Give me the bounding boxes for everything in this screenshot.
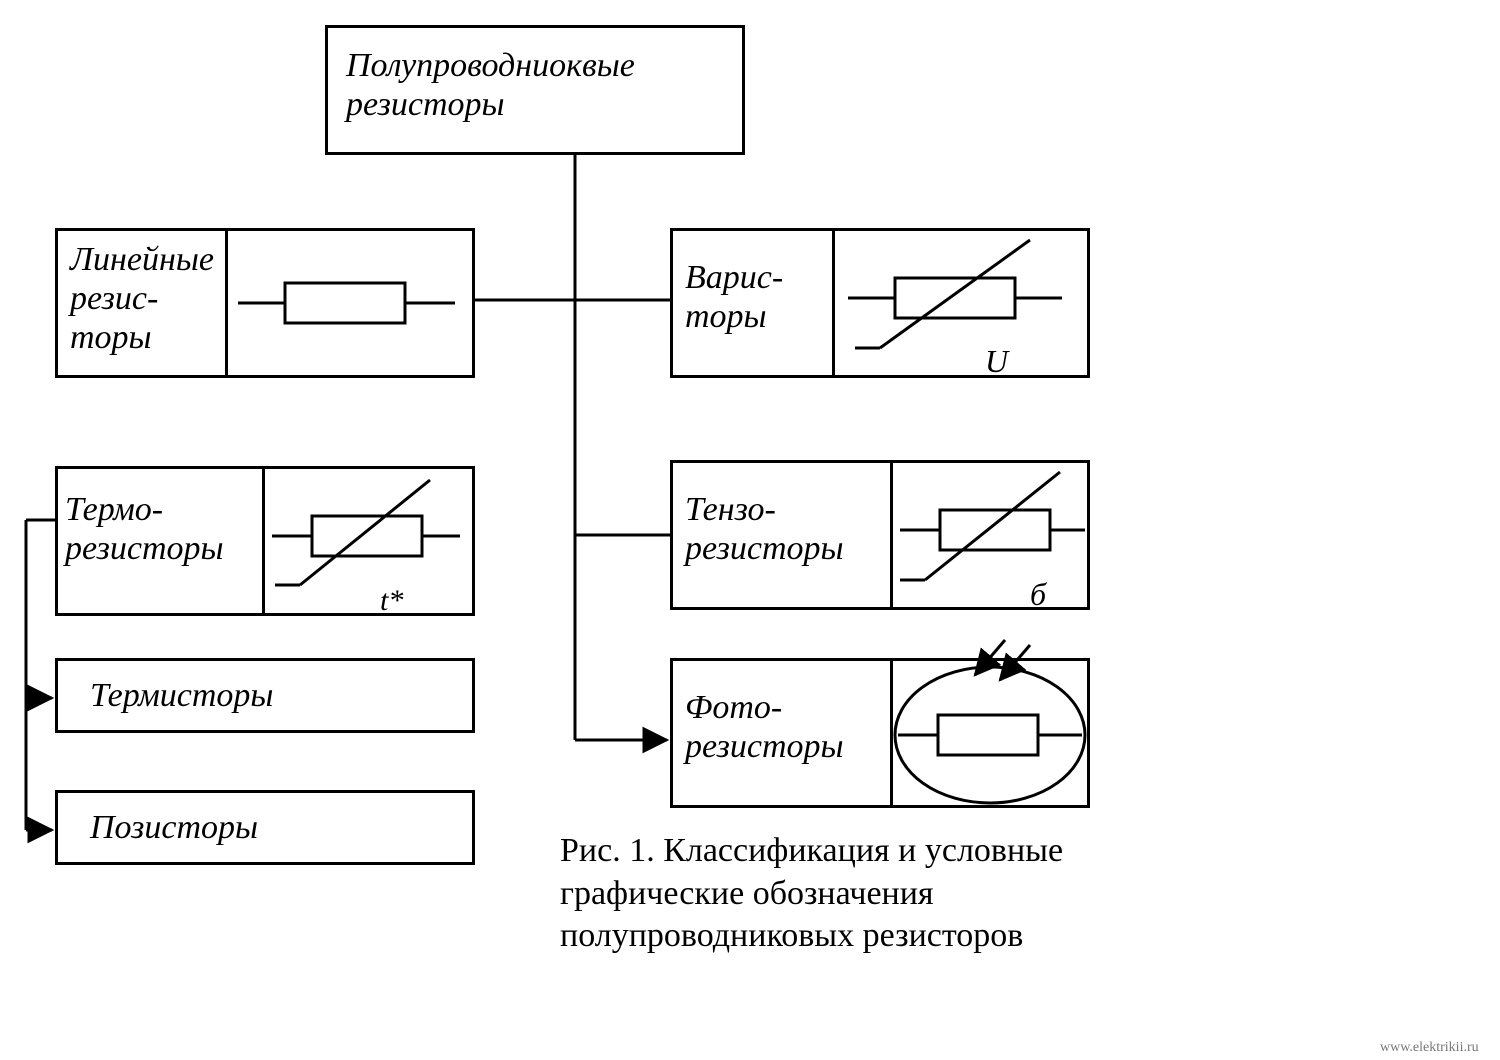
label-varistors: Варис- торы — [685, 258, 783, 336]
connector-thermo-children — [26, 520, 55, 830]
watermark: www.elektrikii.ru — [1380, 1040, 1479, 1056]
box-varistors-divider — [832, 228, 835, 378]
title-label: Полупроводниоквые резисторы — [346, 46, 635, 124]
box-thermo-divider — [262, 466, 265, 616]
box-photo-divider — [890, 658, 893, 808]
figure-caption: Рис. 1. Классификация и условные графиче… — [560, 830, 1180, 958]
box-tenso-divider — [890, 460, 893, 610]
label-photo: Фото- резисторы — [685, 688, 844, 766]
title-box: Полупроводниоквые резисторы — [325, 25, 745, 155]
box-linear-divider — [225, 228, 228, 378]
label-thermistors: Термисторы — [90, 676, 273, 715]
label-tenso: Тензо- резисторы — [685, 490, 844, 568]
diagram-stage: Полупроводниоквые резисторы Линейные рез… — [0, 0, 1500, 1060]
label-thermo: Термо- резисторы — [65, 490, 224, 568]
connector-trunk — [475, 155, 670, 740]
label-posistors: Позисторы — [90, 808, 258, 847]
label-linear: Линейные резис- торы — [70, 240, 214, 357]
